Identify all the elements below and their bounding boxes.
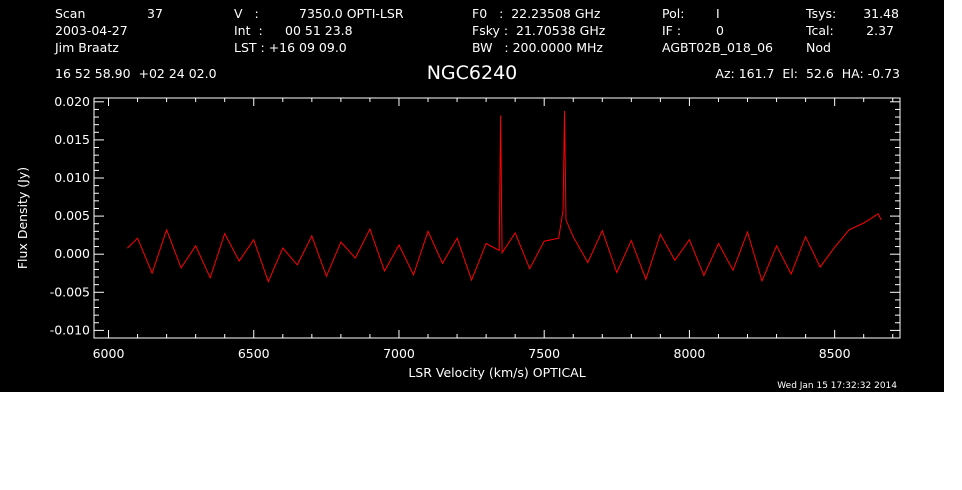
x-tick-label: 8500 <box>819 346 851 361</box>
y-tick-label: 0.020 <box>54 94 90 109</box>
header-int-label: Int : <box>234 23 263 38</box>
y-tick-label: 0.000 <box>54 246 90 261</box>
header-pol-label: Pol: <box>662 6 684 21</box>
header-pol-value: I <box>716 6 720 21</box>
header-scan-number: 37 <box>147 6 163 21</box>
header-tcal-value: 2.37 <box>866 23 894 38</box>
header-velocity-value: 7350.0 OPTI-LSR <box>299 6 404 21</box>
header-tcal-label: Tcal: <box>805 23 834 38</box>
x-axis-label: LSR Velocity (km/s) OPTICAL <box>408 365 585 380</box>
header-coordinates: 16 52 58.90 +02 24 02.0 <box>55 66 217 81</box>
x-tick-label: 8000 <box>674 346 706 361</box>
chart-title: NGC6240 <box>427 62 518 84</box>
y-tick-label: 0.015 <box>54 132 90 147</box>
header-if-label: IF : <box>662 23 681 38</box>
y-axis-label: Flux Density (Jy) <box>15 167 30 269</box>
header-int-value: 00 51 23.8 <box>285 23 353 38</box>
y-tick-label: -0.010 <box>50 322 90 337</box>
timestamp: Wed Jan 15 17:32:32 2014 <box>777 381 897 391</box>
header-mode: Nod <box>806 40 831 55</box>
plot-frame <box>93 97 901 339</box>
header-lst: LST : +16 09 09.0 <box>234 40 347 55</box>
header-if-value: 0 <box>716 23 724 38</box>
x-axis: 6000 6500 7000 7500 8000 8500 <box>93 98 894 361</box>
header-date: 2003-04-27 <box>55 23 128 38</box>
x-tick-label: 7500 <box>528 346 560 361</box>
header-tsys-label: Tsys: <box>805 6 836 21</box>
x-tick-label: 7000 <box>383 346 415 361</box>
header-scan-label: Scan <box>55 6 85 21</box>
spectrum-panel: Scan 37 2003-04-27 Jim Braatz V : 7350.0… <box>0 0 944 392</box>
header-project: AGBT02B_018_06 <box>662 40 773 55</box>
y-axis: -0.010 -0.005 0.000 0.005 0.010 0.015 0.020 <box>50 94 900 337</box>
header-rest-freq: F0 : 22.23508 GHz <box>472 6 601 21</box>
x-tick-label: 6500 <box>238 346 270 361</box>
y-tick-label: 0.005 <box>54 208 90 223</box>
header-sky-freq: Fsky : 21.70538 GHz <box>472 23 606 38</box>
series-group <box>127 110 882 283</box>
header-bandwidth: BW : 200.0000 MHz <box>472 40 603 55</box>
spectrum-series-line <box>127 110 882 283</box>
header-pointing: Az: 161.7 El: 52.6 HA: -0.73 <box>715 66 900 81</box>
x-tick-label: 6000 <box>93 346 125 361</box>
y-tick-label: 0.010 <box>54 170 90 185</box>
header-observer: Jim Braatz <box>54 40 119 55</box>
y-tick-label: -0.005 <box>50 284 90 299</box>
header-velocity-label: V : <box>234 6 259 21</box>
header-tsys-value: 31.48 <box>863 6 899 21</box>
